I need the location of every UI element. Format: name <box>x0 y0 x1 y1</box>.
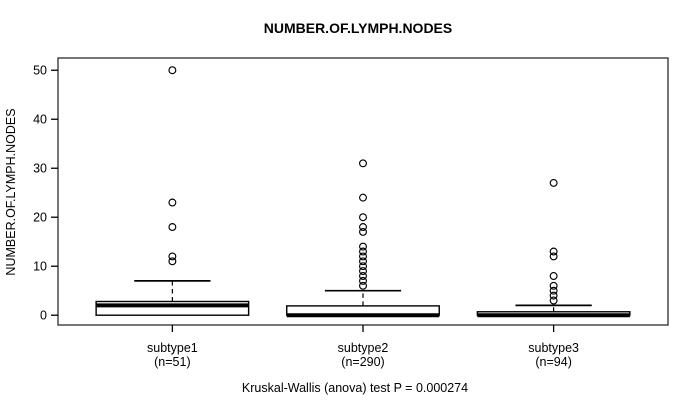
chart-title: NUMBER.OF.LYMPH.NODES <box>264 20 453 36</box>
outlier-point <box>359 242 367 251</box>
y-tick-label: 50 <box>33 64 47 78</box>
boxplot-group-subtype2: subtype2(n=290) <box>286 159 440 369</box>
outlier-point <box>549 178 558 187</box>
y-tick-label: 20 <box>33 211 47 225</box>
outlier-point <box>359 267 367 276</box>
outlier-point <box>549 291 558 300</box>
group-label: subtype3 <box>528 341 579 355</box>
outlier-point <box>168 198 177 207</box>
boxplot-group-subtype1: subtype1(n=51) <box>95 66 250 369</box>
plot-frame <box>57 57 669 326</box>
outlier-point <box>359 276 367 285</box>
outlier-point <box>549 286 558 295</box>
group-sublabel: (n=290) <box>341 355 384 369</box>
outlier-point <box>549 281 558 290</box>
outlier-point <box>168 257 177 266</box>
outlier-point <box>168 252 177 261</box>
outlier-point <box>359 159 367 168</box>
group-label: subtype1 <box>147 341 198 355</box>
y-tick-label: 30 <box>33 162 47 176</box>
outlier-point <box>359 272 367 280</box>
outlier-point <box>359 193 367 202</box>
y-tick-label: 40 <box>33 113 47 127</box>
outlier-point <box>168 223 177 231</box>
outlier-point <box>549 247 558 256</box>
outlier-point <box>359 281 367 290</box>
boxplot-group-subtype3: subtype3(n=94) <box>476 178 631 369</box>
outlier-point <box>359 223 367 231</box>
outlier-point <box>359 257 367 266</box>
outlier-point <box>359 213 367 222</box>
group-sublabel: (n=51) <box>154 355 190 369</box>
outlier-point <box>359 252 367 261</box>
outlier-point <box>359 247 367 256</box>
outlier-point <box>549 296 558 305</box>
y-tick-label: 10 <box>33 260 47 274</box>
stat-test-annotation: Kruskal-Wallis (anova) test P = 0.000274 <box>242 381 468 395</box>
outlier-point <box>359 227 367 236</box>
group-label: subtype2 <box>338 341 389 355</box>
group-sublabel: (n=94) <box>535 355 571 369</box>
plot-area: 01020304050subtype1(n=51)subtype2(n=290)… <box>33 57 669 369</box>
y-tick-label: 0 <box>40 309 47 323</box>
y-axis-label: NUMBER.OF.LYMPH.NODES <box>4 108 18 275</box>
outlier-point <box>168 66 177 75</box>
outlier-point <box>549 252 558 261</box>
outlier-point <box>549 272 558 280</box>
outlier-point <box>359 262 367 271</box>
